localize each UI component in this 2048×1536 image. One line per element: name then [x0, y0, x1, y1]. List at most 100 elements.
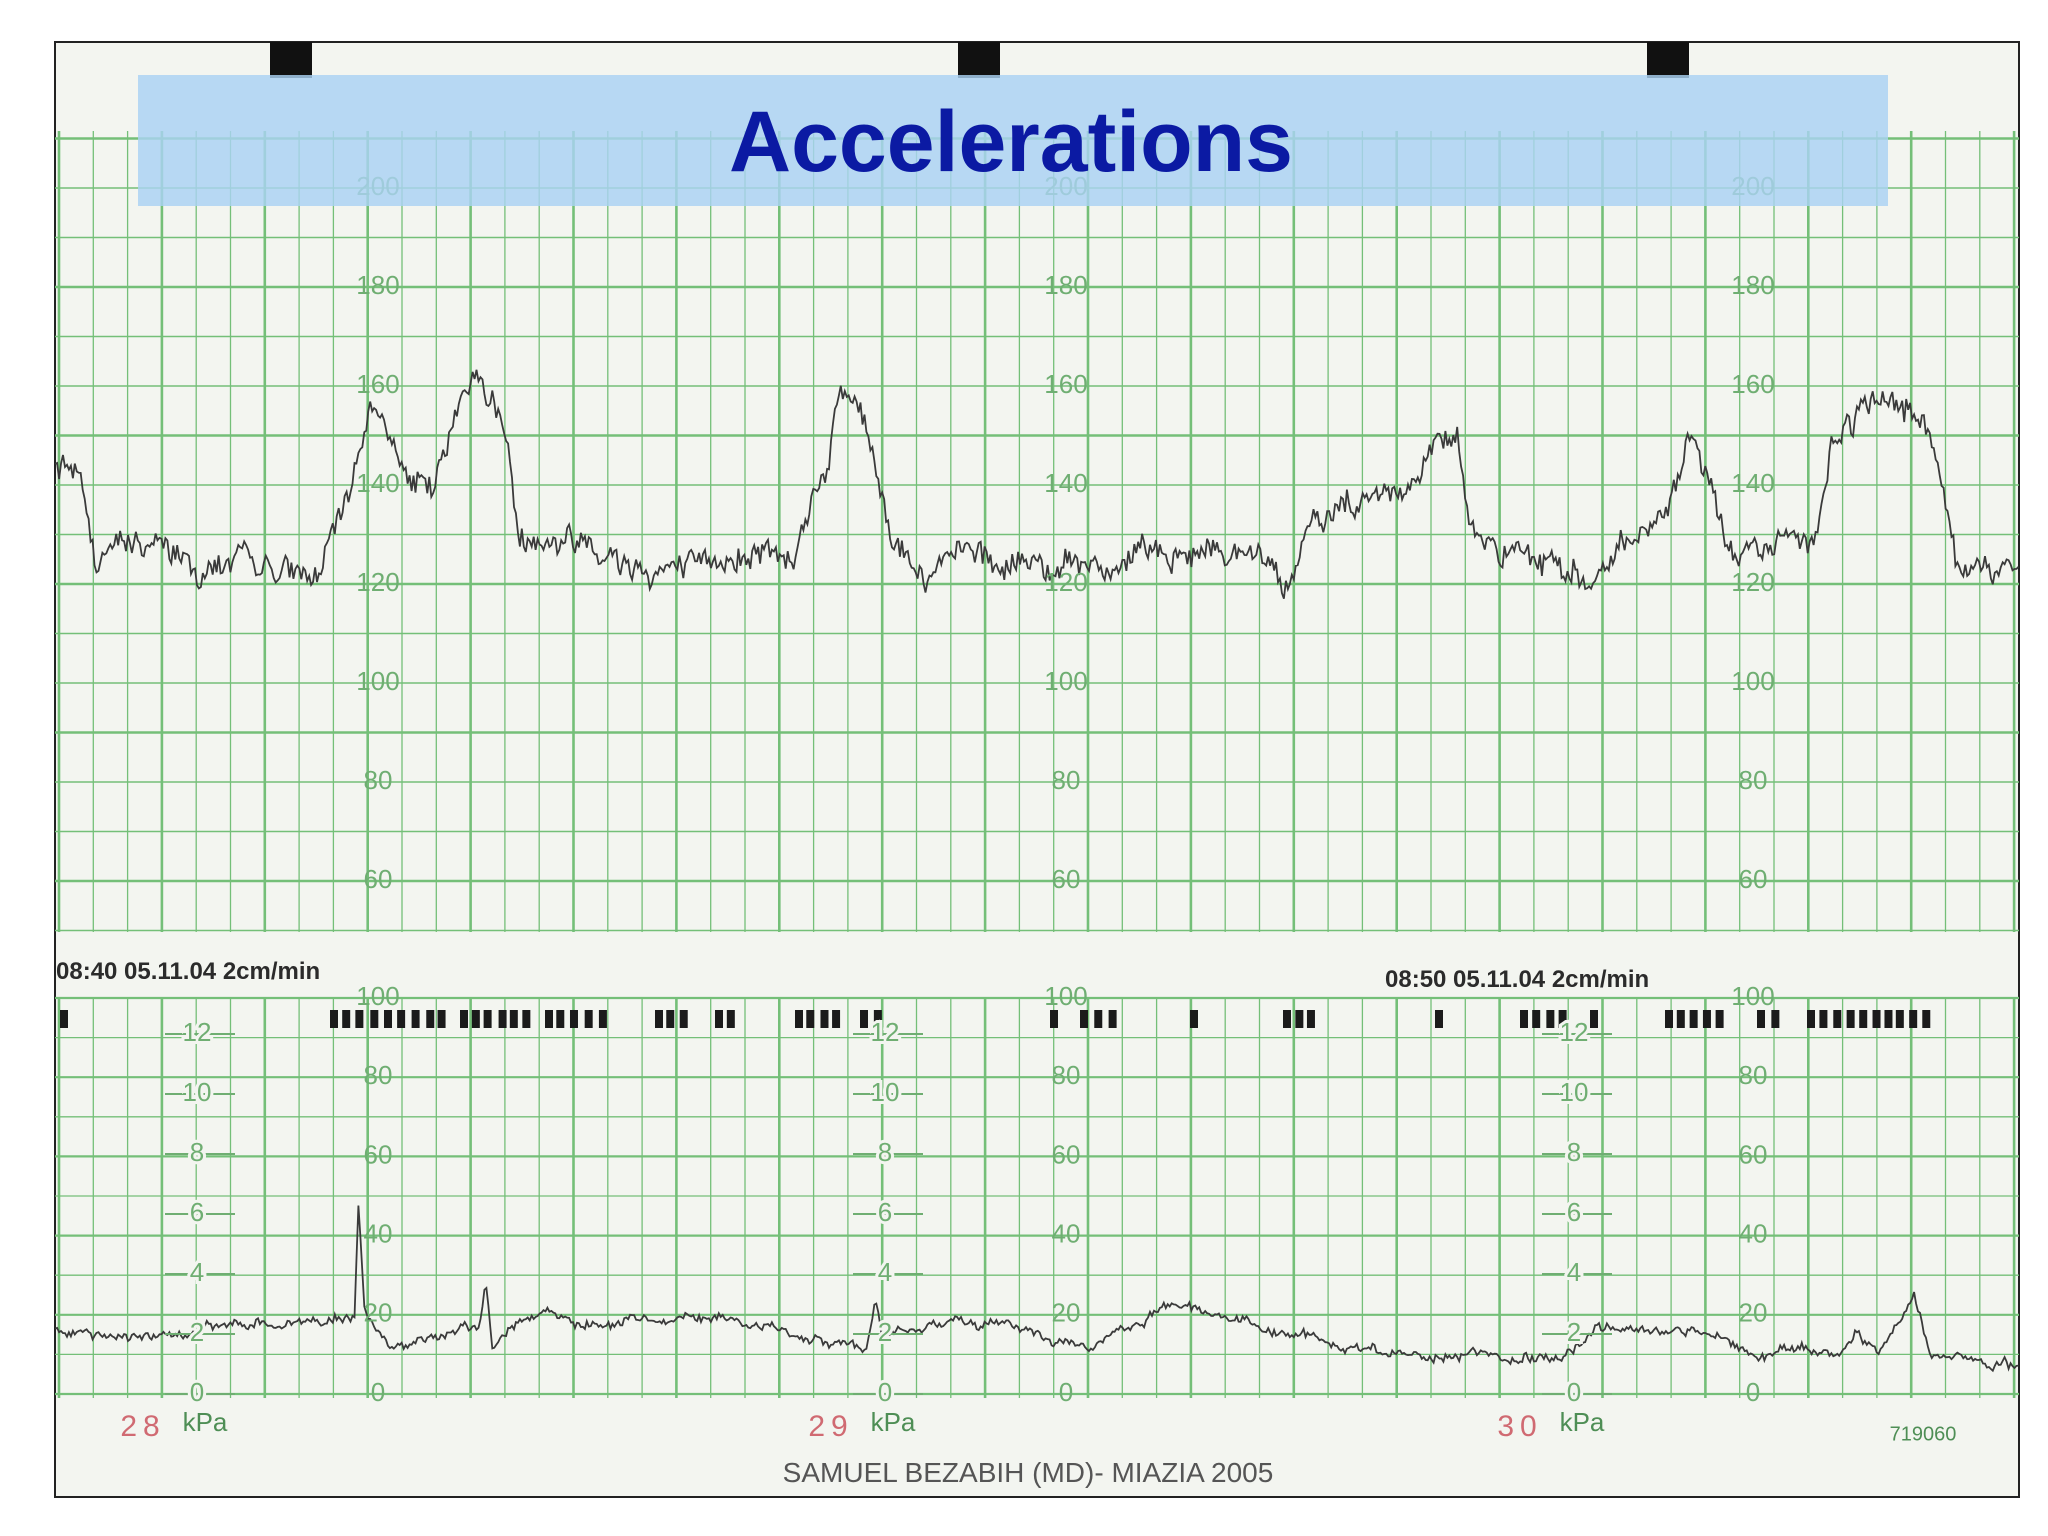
event-marker — [1558, 1010, 1567, 1028]
serial-number: 719060 — [1890, 1423, 1957, 1445]
event-marker — [806, 1010, 815, 1028]
fhr-scale-label: 140 — [1044, 468, 1087, 498]
event-marker — [666, 1010, 675, 1028]
fhr-scale-label: 140 — [356, 468, 399, 498]
event-marker — [411, 1010, 420, 1028]
ctg-traces — [54, 369, 2020, 1373]
event-marker — [860, 1010, 868, 1028]
event-marker — [598, 1010, 607, 1028]
event-marker — [522, 1010, 531, 1028]
event-marker — [437, 1010, 446, 1028]
fhr-scale-label: 160 — [356, 369, 399, 399]
kpa-unit: kPa — [183, 1407, 228, 1437]
kpa-scale-label: 2 — [1567, 1317, 1581, 1347]
event-marker — [1094, 1010, 1103, 1028]
event-marker — [832, 1010, 841, 1028]
page-number: 30 — [1497, 1410, 1542, 1443]
event-marker — [471, 1010, 480, 1028]
event-marker — [655, 1010, 663, 1028]
event-marker — [679, 1010, 688, 1028]
event-marker — [1306, 1010, 1315, 1028]
page-number: 28 — [120, 1410, 165, 1443]
event-marker — [556, 1010, 565, 1028]
fhr-scale-label: 60 — [1052, 864, 1081, 894]
ua-scale-label: 0 — [1059, 1377, 1073, 1407]
fhr-scale-label: 80 — [1052, 765, 1081, 795]
kpa-scale-label: 12 — [1560, 1017, 1589, 1047]
paper-tab — [1647, 42, 1689, 78]
event-marker — [1702, 1010, 1711, 1028]
event-marker — [1590, 1010, 1598, 1028]
event-marker — [1807, 1010, 1815, 1028]
fhr-scale-label: 80 — [364, 765, 393, 795]
ua-scale-label: 40 — [1739, 1218, 1768, 1248]
kpa-scale-label: 12 — [183, 1017, 212, 1047]
ua-scale-label: 80 — [1739, 1060, 1768, 1090]
event-marker — [1050, 1010, 1058, 1028]
event-marker — [498, 1010, 507, 1028]
kpa-scale-label: 0 — [878, 1377, 892, 1407]
event-marker — [1922, 1010, 1931, 1028]
event-marker — [370, 1010, 379, 1028]
event-marker — [584, 1010, 593, 1028]
fhr-scale-label: 60 — [364, 864, 393, 894]
event-marker — [397, 1010, 406, 1028]
event-marker — [1819, 1010, 1828, 1028]
fhr-scale-label: 100 — [356, 666, 399, 696]
event-marker — [1771, 1010, 1780, 1028]
event-marker — [509, 1010, 518, 1028]
title-band — [138, 75, 1888, 206]
kpa-scale-label: 10 — [183, 1077, 212, 1107]
event-marker — [1909, 1010, 1918, 1028]
footer: SAMUEL BEZABIH (MD)- MIAZIA 2005 — [783, 1457, 1274, 1488]
fhr-scale-label: 180 — [1731, 270, 1774, 300]
event-marker — [1190, 1010, 1198, 1028]
event-marker — [1833, 1010, 1842, 1028]
kpa-scale-label: 0 — [190, 1377, 204, 1407]
event-marker — [483, 1010, 492, 1028]
event-marker — [545, 1010, 553, 1028]
ctg-grid — [55, 131, 2019, 1398]
kpa-scale-label: 6 — [1567, 1197, 1581, 1227]
event-marker — [1757, 1010, 1765, 1028]
ua-scale-label: 20 — [1052, 1298, 1081, 1328]
event-marker — [873, 1010, 882, 1028]
ua-scale-label: 40 — [1052, 1218, 1081, 1248]
fhr-scale-label: 180 — [356, 270, 399, 300]
event-marker — [1676, 1010, 1685, 1028]
ua-scale-label: 0 — [1746, 1377, 1760, 1407]
fhr-scale-label: 80 — [1739, 765, 1768, 795]
kpa-scale-label: 8 — [190, 1137, 204, 1167]
event-marker — [384, 1010, 393, 1028]
page-number: 29 — [808, 1410, 853, 1443]
event-marker — [1665, 1010, 1673, 1028]
event-marker — [1546, 1010, 1555, 1028]
slide-title: Accelerations — [729, 94, 1293, 190]
timestamp: 08:50 05.11.04 2cm/min — [1385, 966, 1649, 993]
event-marker — [426, 1010, 435, 1028]
event-marker — [715, 1010, 723, 1028]
kpa-scale-label: 12 — [871, 1017, 900, 1047]
ua-scale-label: 20 — [1739, 1298, 1768, 1328]
kpa-scale-label: 6 — [878, 1197, 892, 1227]
event-marker — [1295, 1010, 1304, 1028]
event-marker — [460, 1010, 468, 1028]
ua-scale-label: 100 — [356, 981, 399, 1011]
kpa-scale-label: 2 — [190, 1317, 204, 1347]
kpa-unit: kPa — [871, 1407, 916, 1437]
paper-tab — [958, 42, 1000, 78]
event-marker — [1715, 1010, 1724, 1028]
kpa-scale-label: 4 — [190, 1257, 204, 1287]
ua-scale-label: 60 — [1739, 1139, 1768, 1169]
ua-scale-label: 100 — [1731, 981, 1774, 1011]
event-marker — [1435, 1010, 1443, 1028]
event-marker — [1895, 1010, 1904, 1028]
kpa-scale-label: 2 — [878, 1317, 892, 1347]
event-marker — [1846, 1010, 1855, 1028]
event-marker — [1859, 1010, 1868, 1028]
kpa-scale-label: 8 — [878, 1137, 892, 1167]
event-marker — [1080, 1010, 1088, 1028]
fhr-scale-label: 180 — [1044, 270, 1087, 300]
ctg-labels: 2001801601401201008060100806040200200180… — [56, 171, 1956, 1445]
